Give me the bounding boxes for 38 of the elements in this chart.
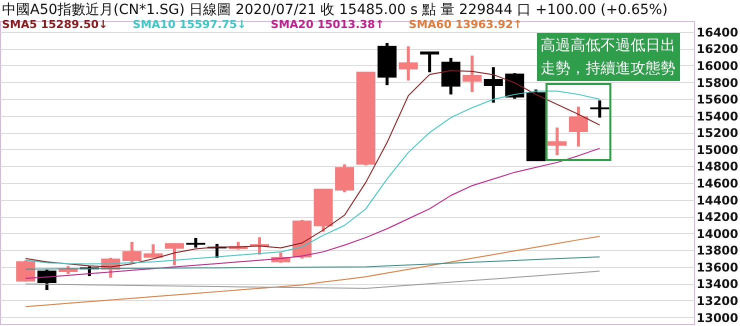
candlestick bbox=[186, 238, 206, 248]
y-tick-label: 15800 bbox=[696, 76, 738, 90]
y-tick-label: 16200 bbox=[696, 42, 738, 56]
text: SMA5 15289.50↓ bbox=[2, 18, 108, 31]
y-tick-label: 13200 bbox=[696, 294, 738, 308]
y-tick-label: 16400 bbox=[696, 25, 738, 40]
y-tick-label: 14800 bbox=[696, 160, 738, 174]
chart-title: 中國A50指數近月(CN*1.SG) 日線圖 2020/07/21 收 15485.00 s 點 量 229844 口 +100.00 (+0.65%) bbox=[2, 2, 668, 18]
candlestick bbox=[441, 58, 460, 94]
annotation: 高過高低不過低日出走勢，持續進攻態勢 bbox=[540, 36, 676, 77]
y-tick-label: 15000 bbox=[696, 142, 738, 157]
text: SMA10 15597.75↓ bbox=[132, 18, 246, 31]
candlestick bbox=[462, 56, 482, 92]
y-tick-label: 14400 bbox=[696, 193, 738, 208]
line-series bbox=[25, 270, 600, 289]
y-tick-label: 14200 bbox=[696, 210, 738, 224]
candlestick bbox=[164, 243, 184, 266]
candlestick bbox=[335, 164, 354, 192]
candlestick bbox=[122, 242, 142, 263]
text: SMA60 13963.92↑ bbox=[408, 18, 522, 31]
y-tick-label: 13800 bbox=[696, 244, 738, 258]
candlestick bbox=[568, 106, 588, 146]
y-tick-label: 13000 bbox=[696, 310, 738, 325]
candlestick bbox=[398, 46, 418, 81]
y-tick-label: 14000 bbox=[696, 226, 738, 241]
y-tick-label: 16000 bbox=[696, 58, 738, 73]
y-tick-label: 15200 bbox=[696, 126, 738, 140]
y-tick-label: 15600 bbox=[696, 92, 738, 107]
y-tick-label: 13600 bbox=[696, 260, 738, 274]
candlestick bbox=[420, 51, 440, 72]
y-tick-label: 14600 bbox=[696, 176, 738, 190]
candlestick bbox=[548, 128, 567, 156]
candlestick bbox=[37, 270, 56, 290]
y-tick-label: 13400 bbox=[696, 277, 738, 292]
text: SMA20 15013.38↑ bbox=[270, 18, 384, 31]
candlestick bbox=[484, 67, 503, 103]
y-tick-label: 15400 bbox=[696, 109, 738, 124]
line-series bbox=[25, 236, 600, 308]
